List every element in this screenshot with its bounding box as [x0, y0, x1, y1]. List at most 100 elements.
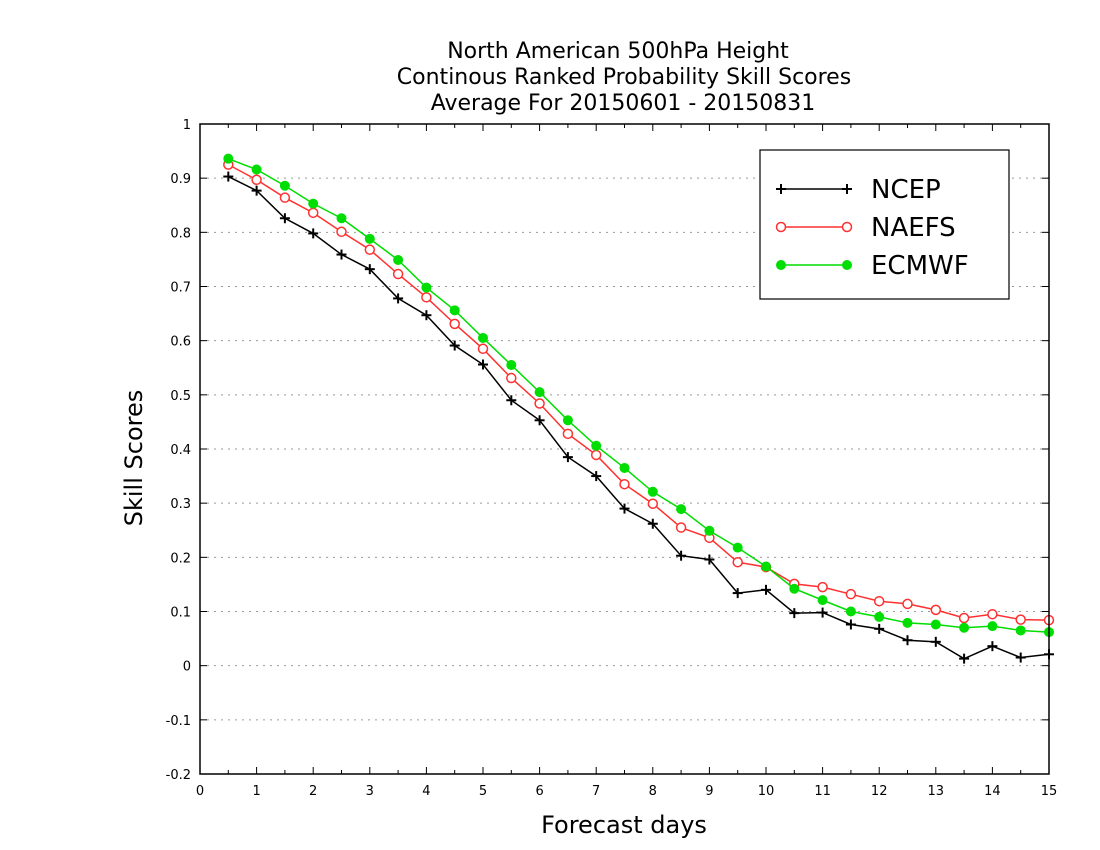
data-point-naefs: [251, 174, 262, 186]
plot-frame: [199, 123, 1050, 775]
x-tick-label: 11: [814, 784, 831, 799]
data-point-naefs: [336, 226, 347, 238]
data-point-ncep: [930, 636, 941, 647]
data-point-ecmwf: [619, 462, 630, 473]
legend-label-ncep: NCEP: [871, 175, 941, 205]
data-point-ncep: [223, 171, 234, 182]
y-tick-label: 0.9: [170, 172, 191, 187]
data-point-naefs: [392, 268, 404, 280]
data-point-ecmwf: [336, 213, 347, 224]
data-point-naefs: [307, 207, 319, 219]
data-point-naefs: [902, 598, 913, 610]
data-point-naefs: [930, 604, 942, 616]
data-point-ncep: [647, 518, 658, 529]
data-point-naefs: [845, 588, 857, 600]
data-point-ncep: [421, 310, 432, 321]
data-point-naefs: [817, 581, 828, 593]
y-tick-label: 0.3: [170, 497, 191, 512]
data-point-ecmwf: [534, 387, 545, 398]
axis-ticks: 10.90.80.70.60.50.40.30.20.10-0.1-0.20 1 2…: [166, 118, 1058, 799]
data-point-naefs: [279, 192, 291, 203]
data-point-ecmwf: [704, 525, 715, 536]
data-point-ecmwf: [732, 542, 743, 553]
data-point-ncep: [761, 584, 771, 595]
data-point-ecmwf: [874, 611, 885, 622]
x-tick-label: 8: [649, 784, 657, 799]
x-tick-label: 1: [252, 784, 260, 799]
data-point-ecmwf: [845, 606, 856, 617]
data-point-ncep: [732, 588, 743, 599]
legend-box: [759, 149, 1010, 300]
data-point-ncep: [987, 641, 998, 652]
data-point-naefs: [873, 595, 885, 607]
data-point-ncep: [393, 293, 404, 304]
data-point-naefs: [1015, 614, 1026, 625]
data-point-ncep: [704, 554, 715, 565]
series-ncep: [223, 171, 1054, 664]
legend: NCEP NAEFS ECMWF: [759, 149, 1010, 300]
data-point-ncep: [1015, 652, 1026, 663]
y-tick-label: 0.6: [170, 335, 191, 350]
y-tick-label: -0.1: [166, 714, 191, 729]
data-point-ncep: [449, 340, 460, 351]
data-point-ncep: [591, 471, 602, 482]
series-ecmwf: [223, 153, 1054, 638]
data-point-ecmwf: [789, 583, 800, 594]
data-point-ecmwf: [591, 440, 602, 451]
data-point-ecmwf: [449, 305, 460, 316]
x-tick-label: 13: [928, 784, 945, 799]
x-tick-label: 4: [422, 784, 430, 799]
legend-marker-ncep: [842, 184, 852, 194]
data-point-ecmwf: [562, 415, 573, 426]
y-tick-label: 0.8: [170, 226, 191, 241]
x-tick-label: 14: [984, 784, 1001, 799]
data-point-ncep: [619, 503, 630, 514]
data-point-ncep: [874, 623, 885, 634]
data-point-naefs: [590, 449, 602, 461]
data-point-ncep: [817, 607, 828, 618]
legend-item-ecmwf: ECMWF: [776, 251, 969, 281]
data-point-ecmwf: [902, 617, 913, 628]
x-tick-label: 15: [1041, 784, 1058, 799]
data-point-ncep: [308, 228, 319, 239]
data-point-ecmwf: [817, 595, 828, 606]
data-point-naefs: [477, 343, 489, 355]
y-tick-label: 0.4: [170, 443, 191, 458]
y-axis-label: Skill Scores: [120, 390, 148, 527]
data-point-naefs: [958, 612, 970, 624]
data-point-ecmwf: [279, 180, 290, 191]
data-point-ncep: [336, 249, 347, 260]
data-point-naefs: [506, 372, 517, 384]
data-point-naefs: [364, 244, 376, 255]
data-point-naefs: [534, 398, 545, 409]
data-point-ncep: [364, 264, 375, 275]
data-point-naefs: [562, 428, 574, 440]
y-tick-label: 0.5: [170, 389, 191, 404]
data-point-ecmwf: [676, 504, 687, 515]
data-point-ecmwf: [959, 622, 970, 633]
x-tick-label: 9: [705, 784, 713, 799]
data-point-ecmwf: [393, 254, 404, 265]
legend-marker-ncep: [776, 184, 786, 194]
data-point-ecmwf: [1015, 625, 1026, 636]
x-tick-label: 6: [535, 784, 543, 799]
y-tick-label: 0.2: [170, 551, 191, 566]
data-point-ncep: [279, 213, 290, 224]
title-line-3: Average For 20150601 - 20150831: [431, 91, 816, 116]
legend-marker-ecmwf: [776, 260, 786, 270]
data-point-naefs: [449, 318, 460, 330]
data-point-ncep: [562, 452, 573, 463]
legend-label-ecmwf: ECMWF: [871, 251, 969, 281]
data-point-ncep: [789, 608, 800, 619]
y-tick-label: 1: [183, 118, 191, 133]
data-point-ncep: [845, 619, 856, 630]
data-point-ecmwf: [223, 153, 234, 164]
legend-label-naefs: NAEFS: [871, 213, 956, 243]
chart-title: North American 500hPa Height Continous R…: [397, 39, 851, 116]
data-point-naefs: [675, 522, 687, 533]
data-point-naefs: [421, 292, 432, 303]
data-point-ecmwf: [647, 486, 658, 497]
data-point-ecmwf: [364, 233, 375, 244]
data-point-naefs: [619, 478, 630, 490]
data-point-ncep: [506, 395, 517, 406]
